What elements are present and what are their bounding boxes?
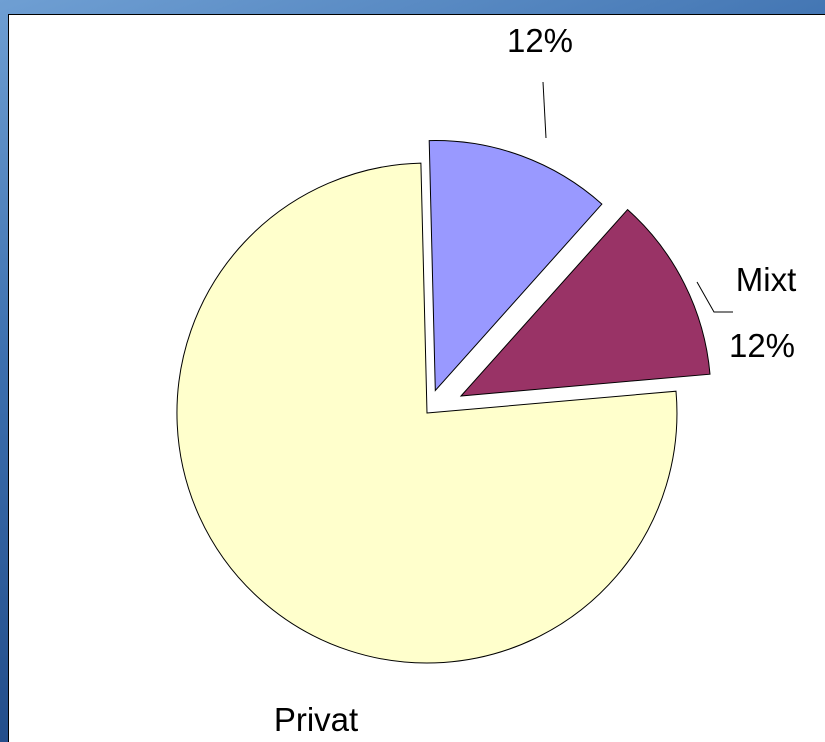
slice-percent-top: 12% (507, 22, 573, 59)
pie-slice-unlabeled (428, 140, 603, 392)
pie-slice-privat (176, 162, 678, 664)
slice-label-privat: Privat (274, 701, 358, 738)
slice-percent-mixt: 12% (729, 327, 795, 364)
leader-line-mixt (696, 281, 733, 313)
pie-slice-mixt (459, 208, 711, 397)
leader-lines (542, 81, 733, 313)
slice-labels: Privat 12% Mixt 12% (274, 22, 796, 738)
slice-label-mixt: Mixt (736, 261, 797, 298)
pie-slices (176, 140, 711, 664)
leader-line-top (542, 81, 547, 139)
